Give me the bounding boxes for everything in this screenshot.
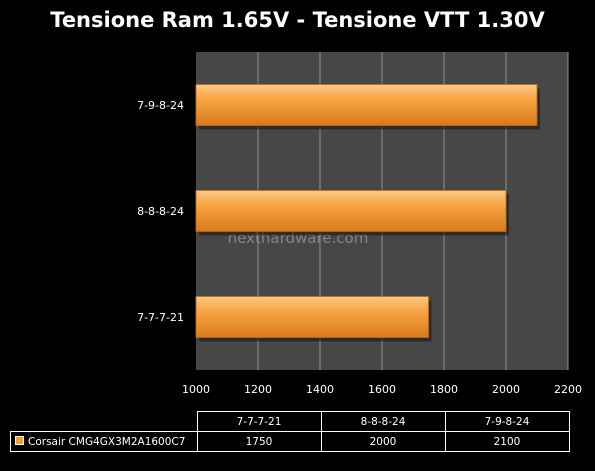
x-tick-label: 1600 (368, 383, 396, 396)
x-axis-ticks: 1000 1200 1400 1600 1800 2000 2200 (182, 383, 582, 396)
bar-7-7-7-21 (195, 296, 429, 338)
data-table-header-cell: 7-7-7-21 (196, 411, 322, 432)
x-tick-label: 1000 (182, 383, 210, 396)
x-tick-label: 1400 (306, 383, 334, 396)
data-table: 7-7-7-21 8-8-8-24 7-9-8-24 Corsair CMG4G… (10, 411, 570, 452)
bar-7-9-8-24 (195, 84, 538, 126)
legend-entry: Corsair CMG4GX3M2A1600C7 (10, 431, 198, 452)
legend-label: Corsair CMG4GX3M2A1600C7 (28, 435, 186, 448)
y-tick-label: 7-9-8-24 (137, 99, 184, 112)
data-table-value-cell: 1750 (196, 431, 322, 452)
data-table-header-row: 7-7-7-21 8-8-8-24 7-9-8-24 (10, 411, 570, 432)
y-tick-label: 8-8-8-24 (137, 205, 184, 218)
data-table-value-cell: 2000 (320, 431, 446, 452)
bar-8-8-8-24 (195, 190, 507, 232)
y-tick-label: 7-7-7-21 (137, 311, 184, 324)
bars (195, 84, 540, 342)
data-table-header-cell: 8-8-8-24 (320, 411, 446, 432)
x-tick-label: 1200 (244, 383, 272, 396)
legend-swatch-icon (15, 436, 24, 445)
data-table-header-cell: 7-9-8-24 (444, 411, 570, 432)
x-tick-label: 2000 (492, 383, 520, 396)
data-table-value-cell: 2100 (444, 431, 570, 452)
data-table-corner (10, 411, 198, 432)
x-tick-label: 1800 (430, 383, 458, 396)
chart-title: Tensione Ram 1.65V - Tensione VTT 1.30V (50, 8, 545, 32)
bar-chart: nexthardware.com 7-7-7-218-8-8-247-9-8-2… (137, 52, 582, 396)
data-table-series-row: Corsair CMG4GX3M2A1600C7 1750 2000 2100 (10, 431, 570, 452)
x-tick-label: 2200 (554, 383, 582, 396)
y-axis-ticks: 7-7-7-21 8-8-8-24 7-9-8-24 (137, 99, 184, 324)
